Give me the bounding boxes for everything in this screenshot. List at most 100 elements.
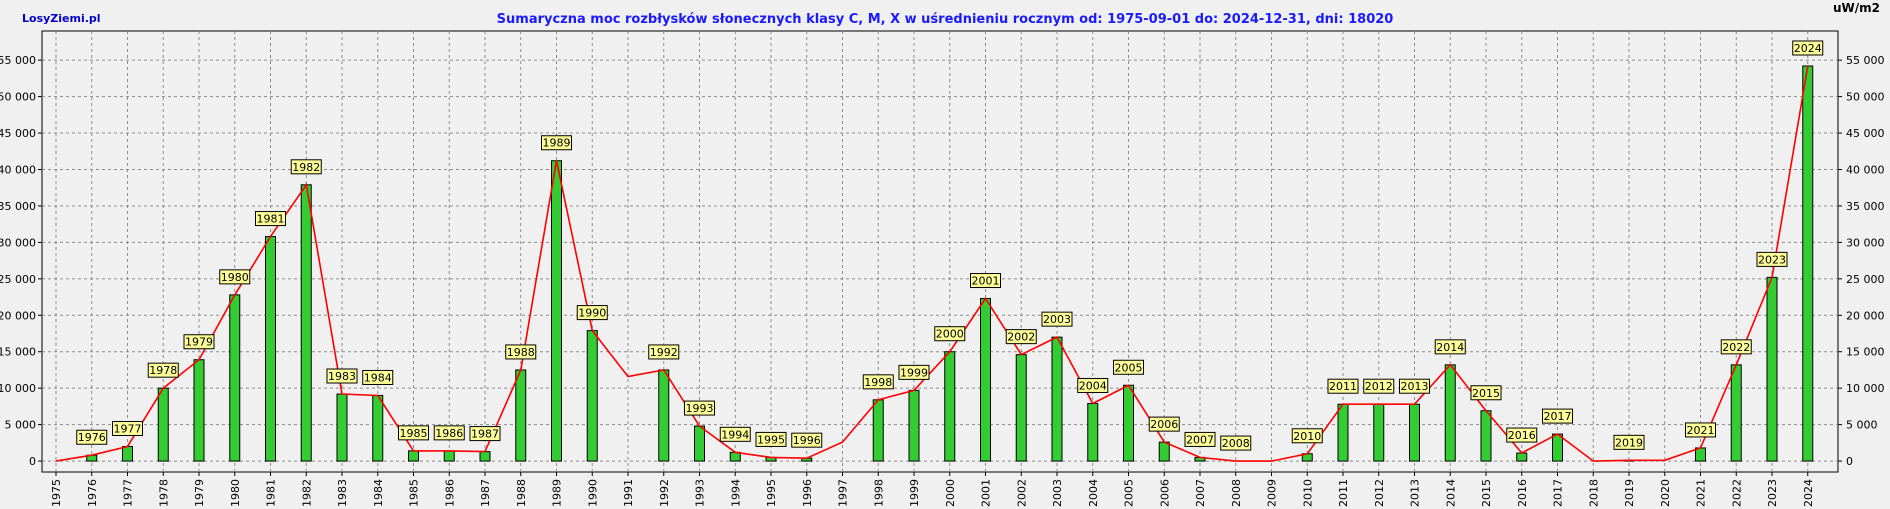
- x-tick-label: 1978: [157, 479, 170, 507]
- x-tick-label: 1985: [408, 479, 421, 507]
- y-tick-label: 0: [29, 455, 36, 468]
- year-label-box: [362, 369, 394, 385]
- x-tick-label: 1996: [801, 479, 814, 507]
- bar: [1480, 410, 1492, 462]
- y-tick-label-right: 25 000: [1846, 273, 1885, 286]
- year-label-box: [398, 425, 429, 441]
- x-tick-label: 2015: [1480, 479, 1493, 507]
- bar: [265, 236, 276, 462]
- bar: [193, 359, 205, 462]
- year-label: 2010: [1293, 430, 1321, 443]
- year-label-box: [76, 429, 108, 445]
- year-label-box: [219, 269, 251, 285]
- year-label: 1992: [650, 346, 678, 359]
- year-label: 1980: [221, 271, 249, 284]
- bar: [1766, 276, 1778, 462]
- x-tick-label: 2012: [1373, 479, 1386, 507]
- year-label-box: [1113, 359, 1144, 375]
- year-label: 2022: [1722, 341, 1750, 354]
- year-label-box: [1720, 339, 1752, 355]
- chart-title: Sumaryczna moc rozbłysków słonecznych kl…: [496, 12, 1394, 27]
- x-tick-label: 1989: [551, 479, 564, 507]
- year-label-box: [1041, 311, 1073, 327]
- x-tick-label: 1990: [586, 479, 599, 507]
- x-tick-label: 1986: [443, 479, 456, 507]
- y-tick-label: 45 000: [0, 127, 36, 140]
- year-label-box: [684, 400, 715, 416]
- y-tick-label-right: 5 000: [1846, 419, 1878, 432]
- x-tick-label: 2003: [1051, 479, 1064, 507]
- bar: [586, 330, 598, 462]
- year-label: 2012: [1365, 380, 1393, 393]
- year-label-box: [183, 334, 215, 350]
- year-label: 1978: [149, 364, 177, 377]
- year-label-box: [541, 135, 572, 151]
- bar: [1015, 354, 1027, 462]
- y-tick-label: 15 000: [0, 346, 36, 359]
- year-label: 1979: [185, 336, 213, 349]
- year-label: 1989: [543, 137, 571, 150]
- year-label-box: [862, 374, 894, 390]
- y-tick-label: 40 000: [0, 163, 36, 176]
- x-tick-label: 2009: [1266, 479, 1279, 507]
- x-tick-label: 2017: [1552, 479, 1565, 507]
- year-label-box: [1470, 385, 1502, 401]
- bar: [908, 389, 920, 462]
- bar: [479, 451, 491, 462]
- bar: [515, 369, 527, 462]
- x-tick-label: 1991: [622, 479, 635, 507]
- bar: [1158, 441, 1170, 462]
- year-label: 2006: [1150, 418, 1178, 431]
- year-label-box: [1542, 408, 1573, 424]
- year-label: 1987: [471, 428, 499, 441]
- year-label: 1986: [435, 427, 463, 440]
- x-tick-label: 2000: [944, 479, 957, 507]
- year-label: 1998: [864, 376, 892, 389]
- year-label: 1993: [686, 402, 714, 415]
- year-label-box: [1434, 339, 1466, 355]
- bar: [694, 425, 705, 462]
- x-tick-label: 1976: [86, 479, 99, 507]
- bar: [372, 394, 384, 462]
- year-label: 2013: [1401, 380, 1429, 393]
- x-tick-label: 2002: [1015, 479, 1028, 507]
- bar: [122, 445, 133, 462]
- year-label: 2021: [1687, 424, 1715, 437]
- y-tick-label-right: 15 000: [1846, 346, 1885, 359]
- year-label: 1983: [328, 370, 356, 383]
- x-tick-label: 2014: [1444, 479, 1457, 507]
- y-tick-label: 20 000: [0, 309, 36, 322]
- x-tick-label: 2021: [1695, 479, 1708, 507]
- year-label-box: [755, 431, 787, 447]
- year-label-box: [791, 432, 823, 448]
- y-tick-label-right: 55 000: [1846, 54, 1885, 67]
- y-tick-label-right: 50 000: [1846, 91, 1885, 104]
- x-tick-label: 1984: [372, 479, 385, 507]
- x-tick-label: 2013: [1409, 479, 1422, 507]
- year-label-box: [1005, 329, 1037, 345]
- year-label-box: [1506, 427, 1538, 443]
- bar: [1409, 403, 1420, 462]
- x-tick-label: 1983: [336, 479, 349, 507]
- x-tick-label: 1999: [908, 479, 921, 507]
- y-tick-label: 35 000: [0, 200, 36, 213]
- x-tick-label: 2022: [1730, 479, 1743, 507]
- year-label: 2004: [1079, 379, 1107, 392]
- y-tick-label: 5 000: [5, 419, 37, 432]
- year-label: 2011: [1329, 380, 1357, 393]
- bar: [157, 387, 169, 462]
- y-tick-label-right: 40 000: [1846, 163, 1885, 176]
- bar: [1552, 433, 1563, 462]
- x-tick-label: 2001: [980, 479, 993, 507]
- year-label-box: [505, 344, 537, 360]
- bar: [658, 369, 670, 462]
- year-label-box: [1756, 251, 1788, 267]
- y-tick-label: 50 000: [0, 91, 36, 104]
- year-label: 2023: [1758, 253, 1786, 266]
- x-tick-label: 1979: [193, 479, 206, 507]
- x-tick-label: 1975: [50, 479, 63, 507]
- bar: [229, 294, 241, 462]
- year-label: 2017: [1544, 410, 1572, 423]
- year-label-box: [898, 364, 930, 380]
